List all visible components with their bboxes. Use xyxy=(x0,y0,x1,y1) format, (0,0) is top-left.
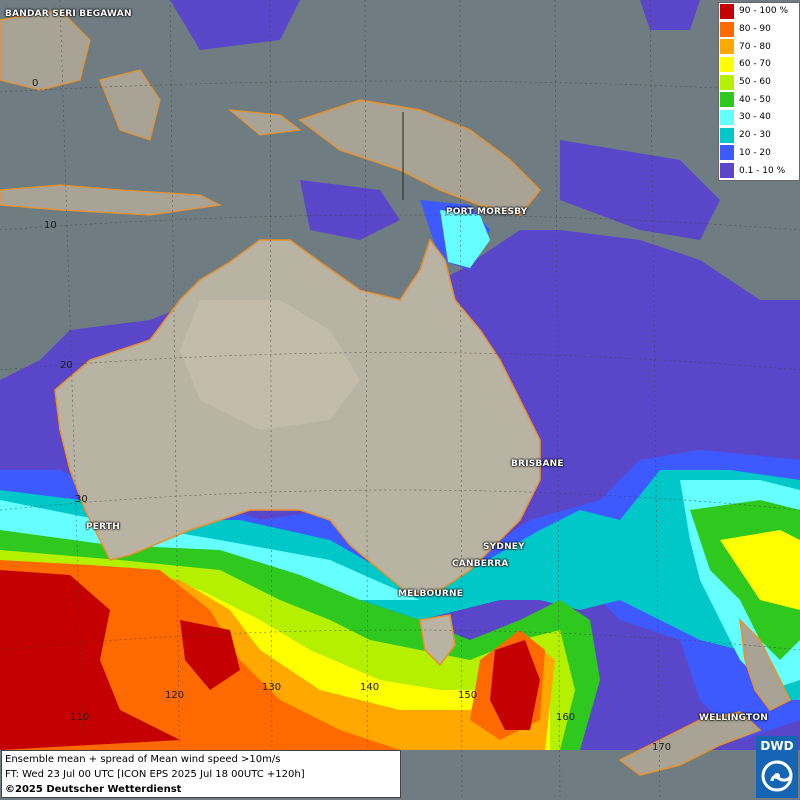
legend-label: 80 - 90 xyxy=(739,24,771,35)
lat-label-0: 0 xyxy=(32,78,39,89)
legend-label: 10 - 20 xyxy=(739,147,771,158)
city-brisbane: BRISBANE xyxy=(511,459,564,469)
legend: 90 - 100 % 80 - 90 70 - 80 60 - 70 50 - … xyxy=(718,2,800,181)
legend-label: 60 - 70 xyxy=(739,59,771,70)
legend-row: 0.1 - 10 % xyxy=(719,162,799,180)
city-bandar-seri-begawan: BANDAR SERI BEGAWAN xyxy=(5,9,132,19)
legend-row: 50 - 60 xyxy=(719,74,799,92)
lat-label-10: 10 xyxy=(44,220,57,231)
legend-label: 70 - 80 xyxy=(739,41,771,52)
legend-row: 30 - 40 xyxy=(719,109,799,127)
legend-swatch xyxy=(720,163,734,179)
info-product: Ensemble mean + spread of Mean wind spee… xyxy=(5,754,281,765)
legend-swatch xyxy=(720,3,734,19)
dwd-swirl-icon xyxy=(761,760,793,792)
lon-label-130: 130 xyxy=(262,682,282,693)
legend-row: 40 - 50 xyxy=(719,91,799,110)
legend-row: 80 - 90 xyxy=(719,21,799,39)
legend-row: 60 - 70 xyxy=(719,56,799,74)
lon-label-140: 140 xyxy=(360,682,380,693)
dwd-logo-text: DWD xyxy=(760,739,794,753)
legend-swatch xyxy=(720,39,734,55)
info-forecast-time: FT: Wed 23 Jul 00 UTC [ICON EPS 2025 Jul… xyxy=(5,769,305,780)
lon-label-110: 110 xyxy=(70,712,90,723)
legend-swatch xyxy=(720,109,734,125)
legend-row: 10 - 20 xyxy=(719,145,799,163)
city-melbourne: MELBOURNE xyxy=(398,589,464,599)
dwd-logo: DWD xyxy=(756,736,798,798)
legend-label: 0.1 - 10 % xyxy=(739,165,786,176)
city-wellington: WELLINGTON xyxy=(699,713,768,723)
legend-swatch xyxy=(720,145,734,161)
legend-swatch xyxy=(720,21,734,37)
city-canberra: CANBERRA xyxy=(452,559,509,569)
city-sydney: SYDNEY xyxy=(483,542,525,552)
legend-label: 50 - 60 xyxy=(739,77,771,88)
legend-label: 30 - 40 xyxy=(739,112,771,123)
legend-swatch xyxy=(720,92,734,108)
legend-swatch xyxy=(720,56,734,72)
city-port-moresby: PORT MORESBY xyxy=(446,207,528,217)
lon-label-160: 160 xyxy=(556,712,576,723)
city-perth: PERTH xyxy=(86,522,120,532)
legend-swatch xyxy=(720,74,734,90)
legend-row: 20 - 30 xyxy=(719,127,799,145)
info-box: Ensemble mean + spread of Mean wind spee… xyxy=(1,750,401,798)
lon-label-120: 120 xyxy=(165,690,185,701)
legend-row: 90 - 100 % xyxy=(719,3,799,21)
legend-swatch xyxy=(720,127,734,143)
info-copyright: ©2025 Deutscher Wetterdienst xyxy=(5,784,182,795)
lon-label-150: 150 xyxy=(458,690,478,701)
legend-label: 20 - 30 xyxy=(739,130,771,141)
lat-label-30: 30 xyxy=(75,494,88,505)
legend-row: 70 - 80 xyxy=(719,38,799,57)
lon-label-170: 170 xyxy=(652,742,672,753)
lat-label-20: 20 xyxy=(60,360,73,371)
legend-label: 90 - 100 % xyxy=(739,6,789,17)
legend-label: 40 - 50 xyxy=(739,94,771,105)
